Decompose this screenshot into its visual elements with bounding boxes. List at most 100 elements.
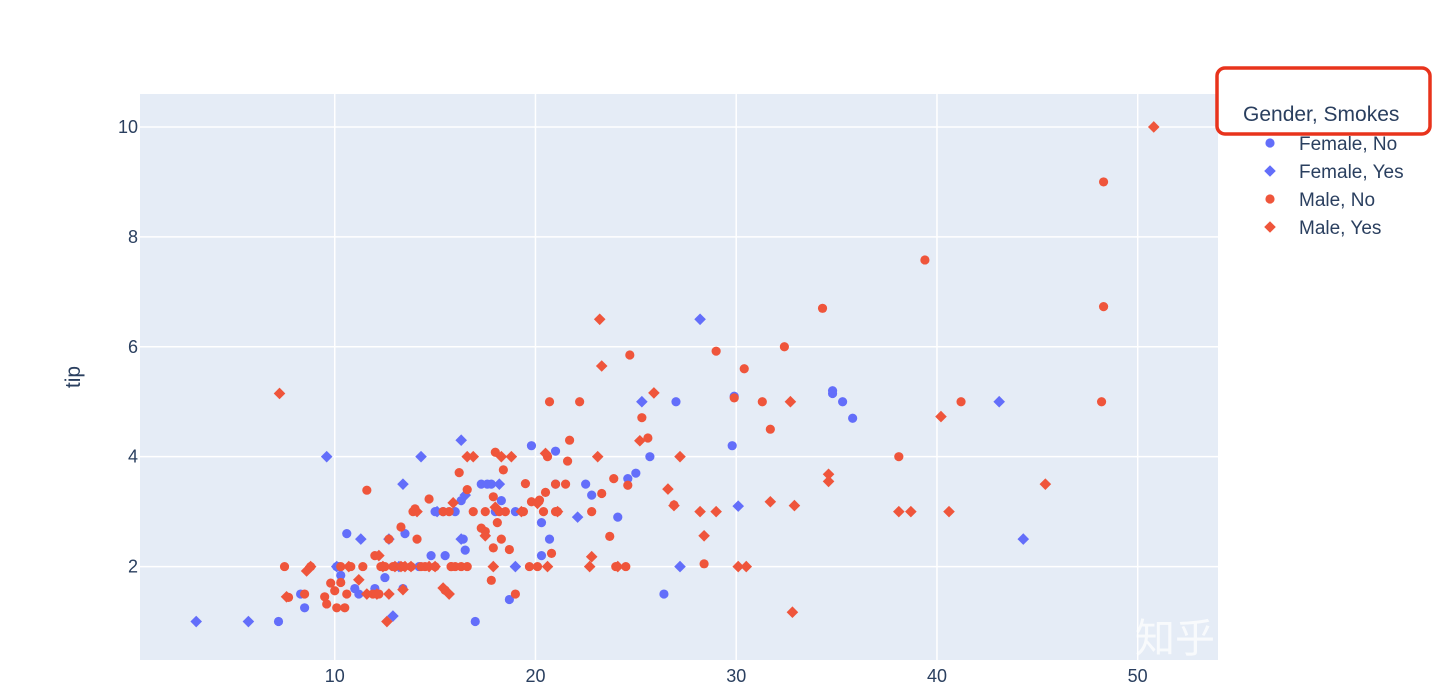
- data-point-male-no: [340, 603, 350, 613]
- data-point-female-no: [440, 550, 450, 561]
- legend[interactable]: Gender, Smokes Female, No Female, Yes Male…: [1215, 66, 1432, 239]
- data-point-male-no: [524, 561, 535, 572]
- data-point-male-no: [500, 507, 510, 517]
- data-point-female-no: [838, 397, 848, 407]
- data-point-male-yes: [822, 468, 835, 481]
- data-point-female-no: [671, 397, 681, 407]
- data-point-female-yes: [455, 434, 467, 446]
- data-point-male-yes: [583, 560, 596, 573]
- data-points: [190, 121, 1160, 628]
- data-point-male-no: [520, 479, 531, 489]
- data-point-male-yes: [381, 615, 393, 628]
- x-axis-ticks: 10 20 30 40 50: [325, 666, 1148, 686]
- y-axis-title: tip: [62, 366, 85, 388]
- legend-items[interactable]: Female, No Female, Yes Male, No Male, Yes: [1264, 134, 1404, 239]
- data-point-male-yes: [1147, 121, 1160, 133]
- data-point-female-yes: [397, 478, 409, 490]
- data-point-male-no: [488, 492, 498, 502]
- data-point-male-yes: [551, 505, 564, 518]
- data-point-female-no: [486, 479, 496, 489]
- legend-label-female-yes[interactable]: Female, Yes: [1299, 162, 1404, 183]
- data-point-male-no: [699, 559, 709, 569]
- data-point-male-no: [817, 303, 828, 313]
- data-point-male-no: [544, 397, 555, 407]
- data-point-female-no: [300, 603, 310, 613]
- data-point-male-yes: [893, 505, 905, 518]
- data-point-female-yes: [993, 395, 1005, 408]
- data-point-male-yes: [280, 591, 293, 603]
- data-point-male-no: [480, 507, 490, 517]
- data-point-male-yes: [273, 387, 286, 400]
- data-point-female-no: [273, 616, 284, 627]
- data-point-male-no: [562, 456, 573, 466]
- data-point-male-no: [623, 480, 633, 490]
- data-point-male-no: [424, 494, 434, 504]
- data-point-female-yes: [455, 533, 467, 545]
- data-point-female-yes: [674, 560, 686, 573]
- data-point-female-yes: [493, 478, 506, 490]
- data-point-male-no: [540, 487, 551, 497]
- data-point-female-yes: [694, 313, 706, 326]
- legend-label-female-no[interactable]: Female, No: [1299, 134, 1397, 155]
- data-point-male-no: [643, 433, 653, 443]
- data-point-male-yes: [531, 497, 544, 510]
- data-point-male-yes: [515, 505, 528, 518]
- data-point-female-no: [848, 413, 858, 423]
- data-point-male-no: [326, 578, 336, 588]
- legend-label-male-yes[interactable]: Male, Yes: [1299, 218, 1381, 239]
- data-point-male-yes: [373, 549, 385, 562]
- data-point-female-no: [536, 518, 547, 528]
- data-point-female-yes: [732, 500, 745, 512]
- data-point-male-yes: [443, 588, 455, 600]
- data-point-female-yes: [242, 615, 255, 628]
- data-point-male-yes: [397, 583, 409, 596]
- data-point-female-yes: [509, 560, 522, 573]
- data-point-male-no: [510, 589, 520, 599]
- data-point-male-yes: [377, 560, 389, 573]
- data-point-female-no: [380, 572, 390, 583]
- data-point-male-yes: [361, 588, 373, 600]
- data-point-male-yes: [634, 434, 646, 447]
- x-tick-label: 20: [525, 666, 545, 686]
- data-point-male-yes: [541, 560, 554, 573]
- data-point-male-no: [342, 589, 352, 599]
- data-point-male-yes: [487, 560, 500, 573]
- data-point-male-no: [621, 561, 631, 572]
- data-point-male-no: [609, 474, 619, 484]
- data-point-female-no: [631, 468, 641, 478]
- data-point-male-no: [412, 534, 422, 544]
- data-point-male-no: [492, 518, 502, 528]
- data-point-male-no: [956, 397, 966, 407]
- data-point-male-no: [322, 599, 332, 609]
- data-point-male-no: [625, 350, 635, 360]
- data-point-male-yes: [479, 530, 492, 542]
- data-point-male-yes: [788, 499, 801, 512]
- data-point-female-no: [536, 550, 547, 561]
- data-point-male-yes: [595, 360, 608, 372]
- data-point-male-no: [729, 393, 739, 403]
- data-point-male-no: [920, 255, 930, 265]
- data-point-male-yes: [371, 588, 383, 600]
- data-point-male-no: [486, 575, 496, 585]
- watermark: 知乎 @皮大大: [1135, 616, 1388, 662]
- data-point-male-yes: [732, 560, 745, 573]
- data-point-female-no: [581, 479, 591, 489]
- data-point-male-no: [488, 543, 498, 553]
- data-point-male-yes: [943, 505, 955, 518]
- legend-marker-female-no: [1265, 138, 1275, 148]
- data-point-male-no: [550, 479, 561, 489]
- data-point-male-yes: [585, 550, 598, 563]
- legend-label-male-no[interactable]: Male, No: [1299, 190, 1375, 211]
- data-point-female-no: [426, 550, 436, 561]
- data-point-male-no: [1096, 397, 1107, 407]
- data-point-male-yes: [593, 313, 606, 326]
- data-point-female-no: [350, 583, 360, 594]
- data-point-male-yes: [383, 588, 395, 600]
- data-point-male-no: [362, 485, 372, 495]
- y-tick-label: 6: [128, 337, 138, 357]
- x-tick-label: 40: [927, 666, 947, 686]
- data-point-male-no: [587, 507, 597, 517]
- data-point-male-yes: [389, 560, 401, 573]
- data-point-male-no: [532, 561, 543, 572]
